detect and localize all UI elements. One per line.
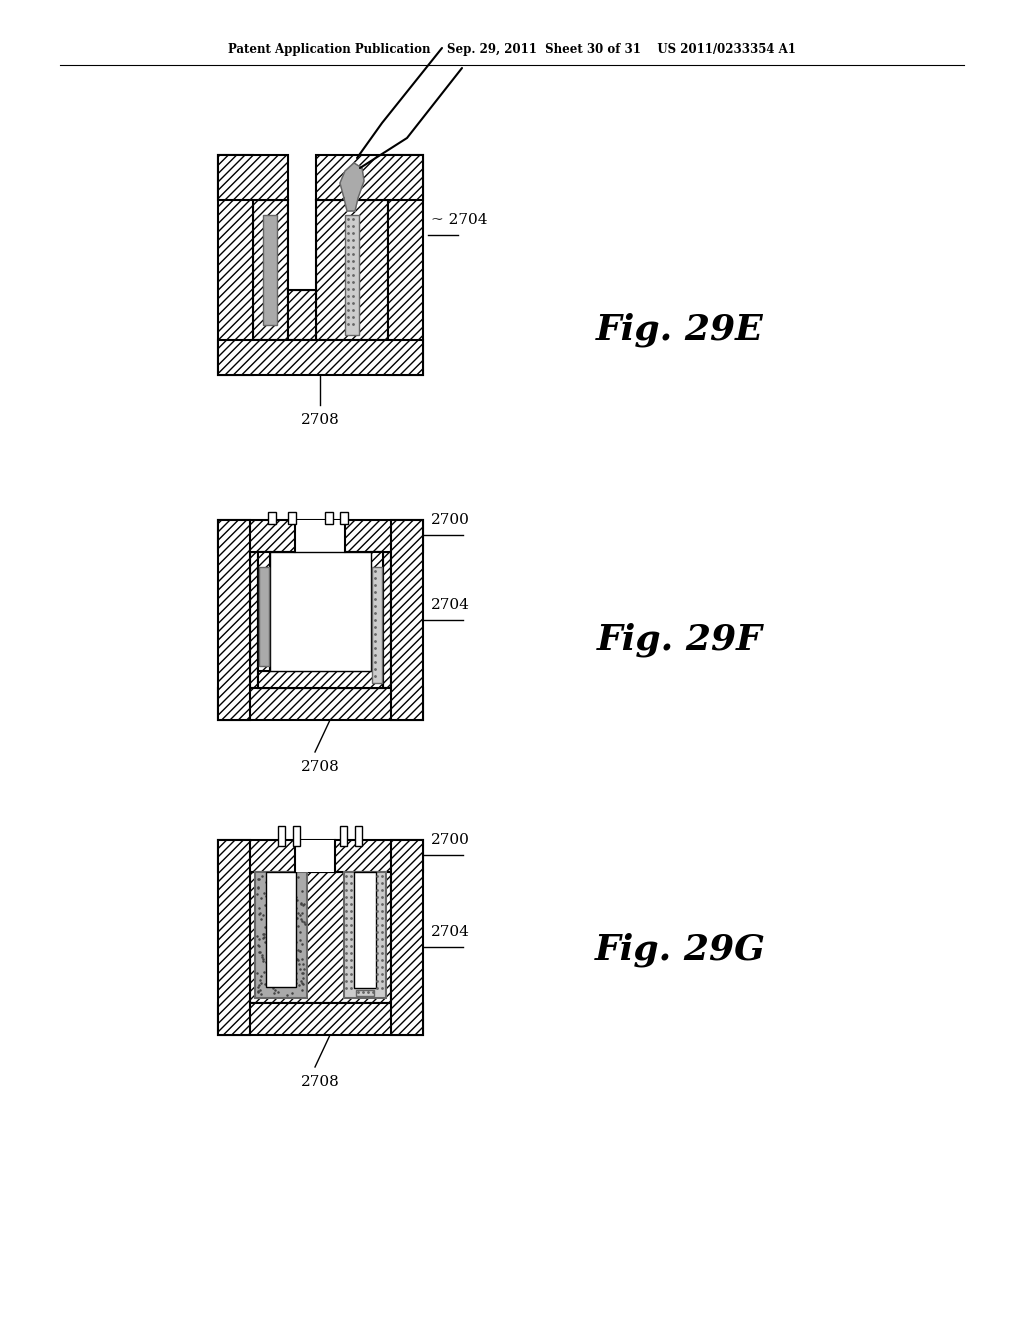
- Bar: [354, 873, 376, 987]
- Bar: [258, 552, 270, 671]
- Bar: [266, 873, 296, 987]
- Bar: [218, 840, 250, 1035]
- Text: 2708: 2708: [301, 760, 339, 774]
- Bar: [316, 201, 388, 341]
- Bar: [372, 568, 382, 682]
- Text: Patent Application Publication    Sep. 29, 2011  Sheet 30 of 31    US 2011/02333: Patent Application Publication Sep. 29, …: [228, 44, 796, 57]
- Bar: [278, 826, 285, 846]
- Bar: [218, 154, 288, 201]
- Bar: [288, 290, 316, 341]
- Bar: [316, 154, 423, 201]
- Bar: [388, 154, 423, 375]
- Text: Fig. 29E: Fig. 29E: [596, 313, 764, 347]
- Bar: [218, 688, 423, 719]
- Text: 2704: 2704: [431, 925, 470, 939]
- Bar: [295, 520, 345, 552]
- Bar: [344, 873, 386, 998]
- Bar: [355, 826, 362, 846]
- Text: 2704: 2704: [431, 598, 470, 612]
- Bar: [263, 215, 278, 325]
- Bar: [340, 826, 347, 846]
- Bar: [268, 512, 276, 524]
- Bar: [253, 201, 288, 341]
- Bar: [293, 826, 300, 846]
- Bar: [218, 520, 250, 719]
- Bar: [325, 512, 333, 524]
- Bar: [288, 512, 296, 524]
- Bar: [288, 201, 316, 290]
- Bar: [356, 990, 374, 997]
- Text: 2700: 2700: [431, 513, 470, 527]
- Bar: [345, 215, 359, 335]
- Bar: [218, 154, 253, 375]
- Bar: [270, 552, 371, 671]
- Bar: [391, 840, 423, 1035]
- Bar: [250, 873, 391, 1003]
- Bar: [295, 840, 335, 873]
- Bar: [250, 552, 391, 688]
- Bar: [218, 1003, 423, 1035]
- Text: ~ 2704: ~ 2704: [431, 213, 487, 227]
- Bar: [371, 552, 383, 671]
- Bar: [391, 520, 423, 719]
- Bar: [255, 873, 307, 998]
- Bar: [218, 840, 423, 873]
- Polygon shape: [340, 162, 364, 211]
- Text: 2708: 2708: [301, 413, 339, 426]
- Bar: [258, 552, 383, 688]
- Bar: [218, 341, 423, 375]
- Bar: [340, 512, 348, 524]
- Bar: [259, 568, 269, 667]
- Text: 2708: 2708: [301, 1074, 339, 1089]
- Bar: [258, 671, 383, 688]
- Text: Fig. 29F: Fig. 29F: [597, 623, 763, 657]
- Text: 2700: 2700: [431, 833, 470, 847]
- Bar: [218, 520, 423, 552]
- Text: Fig. 29G: Fig. 29G: [595, 933, 766, 968]
